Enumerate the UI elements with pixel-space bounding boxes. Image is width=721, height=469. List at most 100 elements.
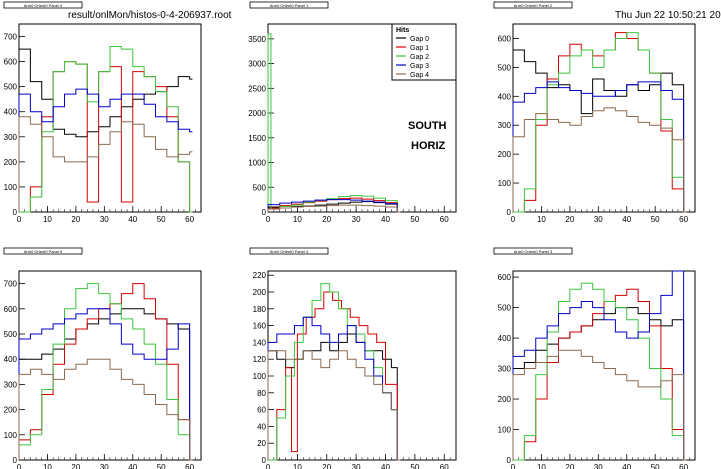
x-tick-label: 0 (17, 215, 22, 224)
y-tick-label: 160 (253, 322, 267, 331)
series-line-gap3 (18, 88, 193, 212)
x-tick-label: 50 (410, 215, 419, 224)
series-line-gap2 (18, 283, 193, 461)
y-tick-label: 0 (507, 456, 512, 465)
chart-title: Arm0 Orient0 Panel 2 (514, 3, 553, 8)
y-tick-label: 200 (4, 406, 18, 415)
y-tick-label: 200 (4, 158, 18, 167)
y-tick-label: 300 (498, 121, 512, 130)
series-line-gap3 (512, 270, 687, 461)
x-tick-label: 30 (100, 215, 109, 224)
x-tick-label: 50 (157, 463, 166, 469)
chart-title: Arm0 Orient0 Panel 3 (514, 249, 553, 254)
y-tick-label: 200 (498, 395, 512, 404)
chart-title-box (249, 1, 329, 9)
y-tick-label: 400 (498, 334, 512, 343)
y-tick-label: 200 (253, 288, 267, 297)
x-tick-label: 10 (43, 215, 52, 224)
legend-entry: Gap 3 (410, 63, 429, 70)
x-tick-label: 20 (322, 463, 331, 469)
chart-title-box (3, 1, 83, 9)
x-tick-label: 50 (157, 215, 166, 224)
x-tick-label: 20 (565, 215, 574, 224)
x-tick-label: 0 (266, 463, 271, 469)
x-tick-label: 30 (100, 463, 109, 469)
x-tick-label: 60 (185, 215, 194, 224)
x-tick-label: 60 (440, 463, 449, 469)
y-tick-label: 500 (253, 183, 267, 192)
chart-title: Arm0 Orient0 Panel 4 (270, 249, 309, 254)
x-tick-label: 0 (266, 215, 271, 224)
series-line-gap3 (18, 308, 193, 461)
x-tick-label: 10 (43, 463, 52, 469)
plot-frame (267, 270, 457, 461)
y-tick-label: 100 (4, 431, 18, 440)
y-tick-label: 100 (498, 426, 512, 435)
x-tick-label: 50 (651, 215, 660, 224)
x-tick-label: 20 (71, 463, 80, 469)
y-tick-label: 180 (253, 305, 267, 314)
legend-box (391, 23, 457, 81)
legend-entry: Gap 1 (410, 45, 429, 52)
y-tick-label: 200 (498, 150, 512, 159)
x-tick-label: 0 (511, 215, 516, 224)
x-tick-label: 20 (71, 215, 80, 224)
series-line-gap4 (18, 358, 193, 461)
series-line-gap2 (268, 283, 401, 461)
x-tick-label: 20 (565, 463, 574, 469)
y-tick-label: 600 (498, 34, 512, 43)
series-line-gap0 (267, 333, 401, 461)
x-tick-label: 0 (17, 463, 22, 469)
x-tick-label: 10 (293, 215, 302, 224)
y-tick-label: 140 (253, 338, 267, 347)
series-line-gap2 (267, 33, 401, 213)
file-title: result/onlMon/histos-0-4-206937.root (68, 10, 232, 21)
x-tick-label: 60 (679, 463, 688, 469)
legend-entry: Gap 0 (410, 36, 429, 43)
y-tick-label: 20 (257, 439, 266, 448)
chart-title: Arm0 Orient0 Panel 0 (24, 3, 63, 8)
y-tick-label: 600 (498, 273, 512, 282)
chart-title-box (493, 247, 573, 255)
x-tick-label: 40 (128, 463, 137, 469)
y-tick-label: 0 (13, 208, 18, 217)
x-tick-label: 30 (594, 215, 603, 224)
chart-title: Arm0 Orient0 Panel 5 (24, 249, 63, 254)
y-tick-label: 3000 (248, 60, 266, 69)
chart-title-box (493, 1, 573, 9)
y-tick-label: 100 (4, 183, 18, 192)
series-line-gap3 (512, 81, 687, 213)
x-tick-label: 10 (293, 463, 302, 469)
x-tick-label: 40 (622, 463, 631, 469)
y-tick-label: 600 (4, 58, 18, 67)
y-tick-label: 0 (507, 208, 512, 217)
y-tick-label: 500 (498, 63, 512, 72)
y-tick-label: 1000 (248, 159, 266, 168)
series-line-gap4 (512, 349, 687, 461)
y-tick-label: 300 (4, 133, 18, 142)
series-line-gap1 (268, 291, 401, 461)
series-line-gap1 (513, 32, 687, 213)
y-tick-label: 0 (13, 456, 18, 465)
y-tick-label: 100 (253, 372, 267, 381)
series-line-gap4 (267, 204, 401, 213)
series-line-gap2 (513, 282, 687, 461)
y-tick-label: 220 (253, 271, 267, 280)
y-tick-label: 2500 (248, 84, 266, 93)
y-tick-label: 300 (4, 380, 18, 389)
y-tick-label: 300 (498, 365, 512, 374)
y-tick-label: 600 (4, 305, 18, 314)
x-tick-label: 60 (185, 463, 194, 469)
chart-title-box (3, 247, 83, 255)
y-tick-label: 3500 (248, 35, 266, 44)
y-tick-label: 500 (4, 83, 18, 92)
series-line-gap4 (18, 116, 193, 212)
x-tick-label: 60 (679, 215, 688, 224)
series-line-gap3 (267, 199, 401, 213)
x-tick-label: 30 (594, 463, 603, 469)
x-tick-label: 30 (352, 463, 361, 469)
x-tick-label: 40 (381, 215, 390, 224)
x-tick-label: 30 (352, 215, 361, 224)
legend-entry: Gap 4 (410, 72, 429, 79)
